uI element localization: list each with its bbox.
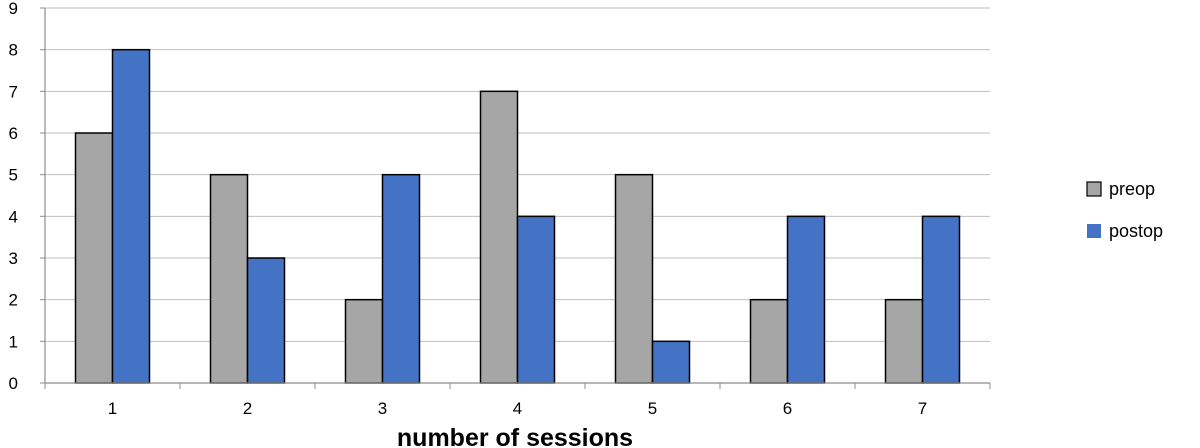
bar-preop-5 bbox=[614, 173, 654, 384]
y-tick-label: 5 bbox=[9, 166, 18, 185]
x-tick-label: 1 bbox=[108, 399, 117, 418]
bar-preop-6 bbox=[749, 298, 789, 384]
bar-postop-4 bbox=[516, 215, 556, 384]
bar-postop-5 bbox=[651, 340, 691, 384]
legend-label-preop: preop bbox=[1109, 179, 1155, 199]
bar-postop-1 bbox=[111, 48, 151, 384]
axes bbox=[44, 8, 990, 384]
x-tick-label: 2 bbox=[243, 399, 252, 418]
legend-label-postop: postop bbox=[1109, 221, 1163, 241]
bar-preop-1 bbox=[74, 132, 114, 384]
y-tick-label: 9 bbox=[9, 0, 18, 18]
x-tick-label: 3 bbox=[378, 399, 387, 418]
x-axis-ticks: 1 2 3 4 5 6 7 bbox=[44, 383, 991, 418]
legend-swatch-preop bbox=[1086, 181, 1102, 197]
x-tick-label: 6 bbox=[783, 399, 792, 418]
bar-postop-2 bbox=[246, 257, 286, 384]
y-tick-label: 6 bbox=[9, 124, 18, 143]
x-tick-label: 4 bbox=[513, 399, 522, 418]
x-tick-label: 5 bbox=[648, 399, 657, 418]
y-tick-label: 1 bbox=[9, 332, 18, 351]
y-tick-label: 2 bbox=[9, 291, 18, 310]
y-tick-label: 7 bbox=[9, 82, 18, 101]
y-tick-label: 4 bbox=[9, 207, 18, 226]
x-tick-label: 7 bbox=[918, 399, 927, 418]
bar-preop-7 bbox=[884, 298, 924, 384]
bar-preop-2 bbox=[209, 173, 249, 384]
bar-preop-4 bbox=[479, 90, 519, 384]
legend-swatch-postop bbox=[1087, 224, 1101, 238]
y-tick-label: 8 bbox=[9, 41, 18, 60]
bar-postop-6 bbox=[786, 215, 826, 384]
y-tick-label: 0 bbox=[9, 374, 18, 393]
legend: preop postop bbox=[1086, 179, 1163, 241]
y-axis-ticks: 0 1 2 3 4 5 6 7 8 9 bbox=[9, 0, 45, 393]
y-tick-label: 3 bbox=[9, 249, 18, 268]
bar-preop-3 bbox=[344, 298, 384, 384]
x-axis-title: number of sessions bbox=[397, 424, 633, 448]
bar-postop-3 bbox=[381, 173, 421, 384]
bar-postop-7 bbox=[921, 215, 961, 384]
